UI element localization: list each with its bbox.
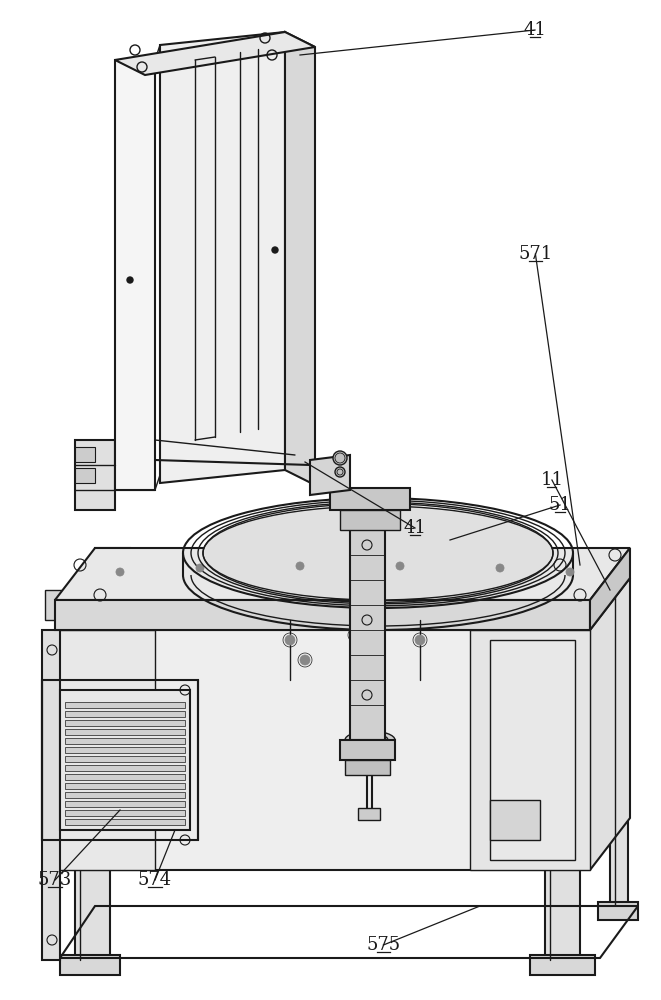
- Polygon shape: [530, 955, 595, 975]
- Polygon shape: [65, 720, 185, 726]
- Text: 41: 41: [404, 519, 426, 537]
- Circle shape: [300, 655, 310, 665]
- Polygon shape: [65, 702, 185, 708]
- Polygon shape: [590, 578, 630, 870]
- Circle shape: [415, 635, 425, 645]
- Text: 571: 571: [518, 245, 553, 263]
- Polygon shape: [115, 60, 155, 490]
- Polygon shape: [60, 690, 190, 830]
- Polygon shape: [65, 774, 185, 780]
- Polygon shape: [65, 801, 185, 807]
- Polygon shape: [340, 740, 395, 760]
- Ellipse shape: [203, 506, 553, 600]
- Polygon shape: [310, 455, 350, 495]
- Polygon shape: [590, 548, 630, 630]
- Polygon shape: [65, 756, 185, 762]
- Text: 11: 11: [541, 471, 563, 489]
- Polygon shape: [65, 738, 185, 744]
- Circle shape: [396, 562, 404, 570]
- Polygon shape: [65, 765, 185, 771]
- Polygon shape: [75, 447, 95, 462]
- Polygon shape: [55, 548, 630, 600]
- Text: 51: 51: [549, 496, 572, 514]
- Circle shape: [116, 568, 124, 576]
- Text: 573: 573: [38, 871, 72, 889]
- Polygon shape: [65, 747, 185, 753]
- Polygon shape: [60, 955, 120, 975]
- Polygon shape: [65, 792, 185, 798]
- Circle shape: [496, 564, 504, 572]
- Circle shape: [196, 564, 204, 572]
- Polygon shape: [470, 630, 590, 870]
- Polygon shape: [95, 548, 130, 640]
- Polygon shape: [45, 590, 70, 620]
- Polygon shape: [55, 630, 590, 870]
- Polygon shape: [65, 729, 185, 735]
- Polygon shape: [358, 808, 380, 820]
- Ellipse shape: [352, 734, 388, 746]
- Polygon shape: [65, 819, 185, 825]
- Circle shape: [296, 562, 304, 570]
- Circle shape: [566, 568, 574, 576]
- Circle shape: [350, 630, 360, 640]
- Polygon shape: [75, 440, 115, 510]
- Polygon shape: [65, 810, 185, 816]
- Polygon shape: [490, 640, 575, 860]
- Ellipse shape: [345, 731, 395, 749]
- Circle shape: [333, 451, 347, 465]
- Text: 41: 41: [524, 21, 547, 39]
- Polygon shape: [610, 580, 628, 905]
- Polygon shape: [340, 510, 400, 530]
- Polygon shape: [345, 760, 390, 775]
- Text: 575: 575: [366, 936, 401, 954]
- Polygon shape: [160, 32, 285, 483]
- Polygon shape: [115, 32, 315, 75]
- Polygon shape: [42, 630, 60, 960]
- Polygon shape: [65, 783, 185, 789]
- Polygon shape: [350, 490, 385, 740]
- Polygon shape: [55, 630, 155, 870]
- Circle shape: [127, 277, 133, 283]
- Polygon shape: [65, 711, 185, 717]
- Polygon shape: [55, 600, 590, 630]
- Polygon shape: [285, 32, 315, 485]
- Text: 574: 574: [138, 871, 172, 889]
- Polygon shape: [490, 800, 540, 840]
- Circle shape: [272, 247, 278, 253]
- Polygon shape: [570, 590, 595, 620]
- Polygon shape: [545, 630, 580, 960]
- Circle shape: [285, 635, 295, 645]
- Circle shape: [335, 467, 345, 477]
- Polygon shape: [598, 902, 638, 920]
- Polygon shape: [75, 630, 110, 960]
- Polygon shape: [330, 488, 410, 510]
- Polygon shape: [75, 468, 95, 483]
